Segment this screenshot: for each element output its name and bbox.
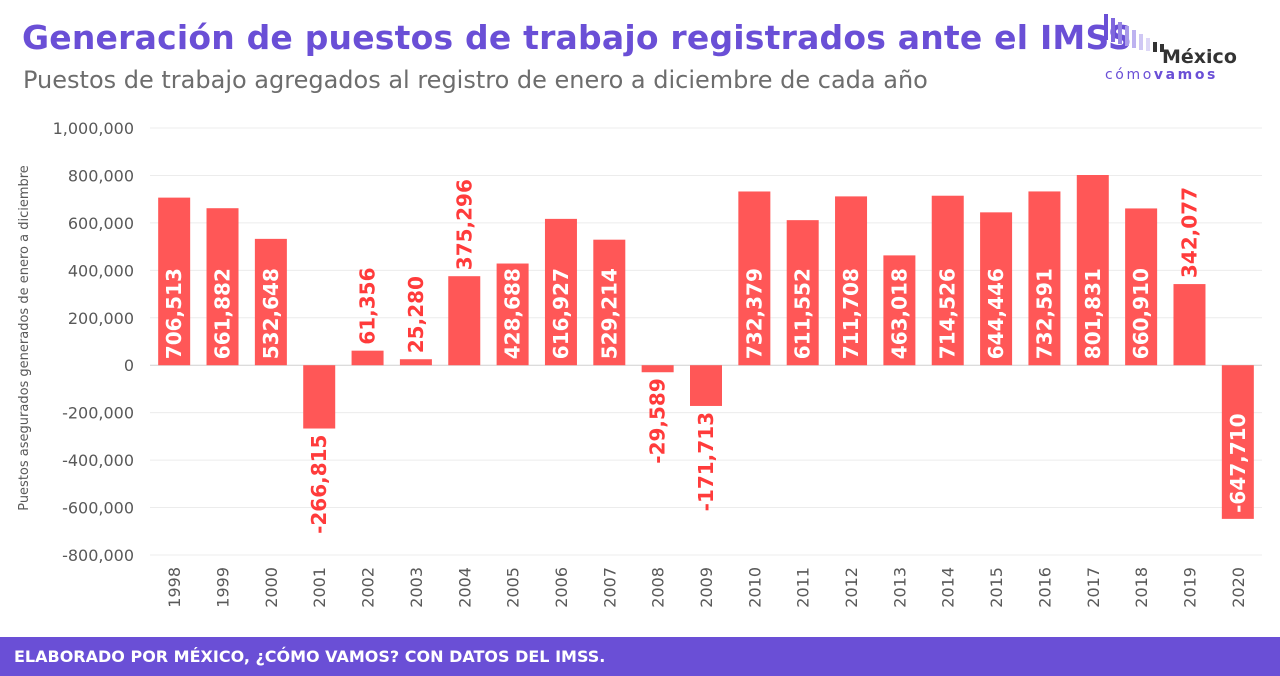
bar-2016: [1028, 191, 1061, 366]
y-tick-label: -400,000: [62, 451, 134, 470]
bar-2001: [303, 365, 336, 429]
chart-subtitle: Puestos de trabajo agregados al registro…: [23, 66, 928, 94]
bar-2008: [641, 365, 674, 373]
x-tick-label: 1998: [165, 567, 184, 608]
data-label: -266,815: [307, 435, 331, 534]
bar-1998: [158, 197, 191, 366]
bar-2011: [786, 220, 819, 366]
x-tick-label: 2016: [1035, 567, 1054, 608]
x-tick-label: 2014: [939, 567, 958, 608]
y-tick-label: 400,000: [68, 261, 134, 280]
data-label: 532,648: [259, 268, 283, 359]
bars: [158, 175, 1254, 519]
data-label: 706,513: [162, 268, 186, 359]
x-tick-label: 1999: [214, 567, 233, 608]
data-label: 529,214: [597, 268, 621, 359]
logo-bars-icon: [1104, 14, 1164, 52]
y-tick-label: 200,000: [68, 309, 134, 328]
x-tick-label: 2015: [987, 567, 1006, 608]
data-label: 661,882: [211, 268, 235, 359]
x-tick-label: 2003: [407, 567, 426, 608]
x-tick-label: 2010: [745, 567, 764, 608]
chart-title: Generación de puestos de trabajo registr…: [22, 18, 1132, 57]
data-label: 25,280: [404, 276, 428, 353]
bar-2003: [399, 359, 432, 366]
bar-chart: 1,000,000 800,000 600,000 400,000 200,000 0 -2…: [17, 119, 1262, 608]
data-label: -647,710: [1226, 413, 1250, 512]
bar-2004: [448, 276, 481, 366]
y-axis-ticks: 1,000,000 800,000 600,000 400,000 200,000 0 -2…: [53, 119, 134, 565]
logo-name: México: [1162, 46, 1237, 68]
x-tick-label: 2018: [1132, 567, 1151, 608]
logo-tag-light: cómo: [1105, 67, 1154, 83]
data-label: 644,446: [984, 268, 1008, 359]
x-tick-label: 2012: [842, 567, 861, 608]
bar-2006: [544, 218, 577, 366]
data-labels: 706,513 661,882 532,648 -266,815 61,356 25,28…: [162, 179, 1250, 534]
y-axis-label: Puestos asegurados generados de enero a …: [17, 165, 32, 511]
x-tick-label: 2008: [649, 567, 668, 608]
logo-tagline: cómovamos: [1105, 67, 1218, 83]
footer-credit: ELABORADO POR MÉXICO, ¿CÓMO VAMOS? CON D…: [14, 647, 606, 666]
bar-1999: [206, 208, 239, 366]
gridlines: [150, 127, 1262, 556]
x-tick-label: 2006: [552, 567, 571, 608]
bar-2018: [1125, 208, 1158, 366]
data-label: 660,910: [1129, 268, 1153, 359]
data-label: 616,927: [549, 268, 573, 359]
x-tick-label: 2001: [310, 567, 329, 608]
bar-2005: [496, 263, 529, 366]
data-label: 375,296: [452, 179, 476, 270]
bar-2014: [931, 195, 964, 366]
data-label: -171,713: [694, 412, 718, 511]
data-label: 732,379: [742, 268, 766, 359]
footer-bar: ELABORADO POR MÉXICO, ¿CÓMO VAMOS? CON D…: [0, 637, 1280, 676]
data-label: 611,552: [791, 268, 815, 359]
data-label: -29,589: [646, 378, 670, 463]
data-label: 714,526: [936, 268, 960, 359]
data-label: 463,018: [887, 268, 911, 359]
y-tick-label: -800,000: [62, 546, 134, 565]
x-tick-label: 2009: [697, 567, 716, 608]
data-label: 61,356: [356, 267, 380, 344]
x-tick-label: 2017: [1084, 567, 1103, 608]
y-tick-label: 800,000: [68, 166, 134, 185]
x-tick-label: 2019: [1180, 567, 1199, 608]
x-tick-label: 2004: [455, 567, 474, 608]
x-axis-ticks: 1998 1999 2000 2001 2002 2003 2004 2005 2006 2007…: [165, 567, 1248, 608]
bar-2017: [1076, 175, 1109, 366]
bar-2010: [738, 191, 771, 366]
data-label: 801,831: [1081, 268, 1105, 359]
x-tick-label: 2005: [504, 567, 523, 608]
bar-2020: [1221, 365, 1254, 519]
y-tick-label: 0: [124, 356, 134, 375]
bar-2015: [980, 212, 1013, 366]
x-tick-label: 2020: [1229, 567, 1248, 608]
y-tick-label: -600,000: [62, 499, 134, 518]
y-tick-label: 1,000,000: [53, 119, 134, 138]
bar-2019: [1173, 284, 1206, 366]
x-tick-label: 2000: [262, 567, 281, 608]
bar-2000: [254, 238, 287, 366]
bar-2007: [593, 239, 626, 366]
y-tick-label: 600,000: [68, 214, 134, 233]
logo-tag-bold: vamos: [1153, 67, 1218, 83]
mexico-como-vamos-logo: México cómovamos: [1100, 12, 1270, 83]
data-label: 342,077: [1177, 187, 1201, 278]
bar-2012: [835, 196, 868, 366]
bar-2009: [690, 365, 722, 406]
x-tick-label: 2007: [600, 567, 619, 608]
data-label: 732,591: [1032, 268, 1056, 359]
bar-2013: [883, 255, 916, 366]
y-tick-label: -200,000: [62, 404, 134, 423]
x-tick-label: 2002: [359, 567, 378, 608]
data-label: 428,688: [501, 268, 525, 359]
data-label: 711,708: [839, 268, 863, 359]
bar-2002: [351, 350, 384, 366]
x-tick-label: 2011: [794, 567, 813, 608]
x-tick-label: 2013: [890, 567, 909, 608]
